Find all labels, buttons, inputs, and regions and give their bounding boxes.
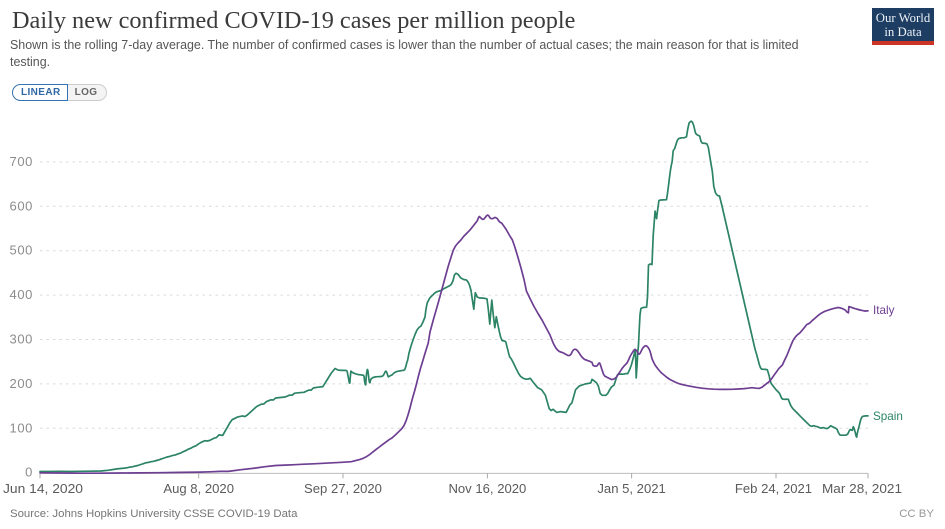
svg-text:0: 0 bbox=[25, 465, 33, 480]
svg-text:Jun 14, 2020: Jun 14, 2020 bbox=[3, 481, 83, 496]
svg-text:400: 400 bbox=[10, 287, 34, 302]
svg-text:Sep 27, 2020: Sep 27, 2020 bbox=[304, 481, 382, 496]
svg-text:Feb 24, 2021: Feb 24, 2021 bbox=[735, 481, 812, 496]
svg-text:Nov 16, 2020: Nov 16, 2020 bbox=[448, 481, 526, 496]
svg-text:700: 700 bbox=[10, 154, 34, 169]
svg-text:Spain: Spain bbox=[873, 410, 903, 423]
svg-text:Italy: Italy bbox=[873, 304, 895, 317]
svg-text:Mar 28, 2021: Mar 28, 2021 bbox=[822, 481, 902, 496]
svg-text:600: 600 bbox=[10, 198, 34, 213]
svg-text:Jan 5, 2021: Jan 5, 2021 bbox=[597, 481, 665, 496]
svg-text:500: 500 bbox=[10, 243, 34, 258]
svg-text:100: 100 bbox=[10, 420, 34, 435]
svg-text:300: 300 bbox=[10, 332, 34, 347]
svg-text:200: 200 bbox=[10, 376, 34, 391]
svg-text:Aug 8, 2020: Aug 8, 2020 bbox=[163, 481, 234, 496]
